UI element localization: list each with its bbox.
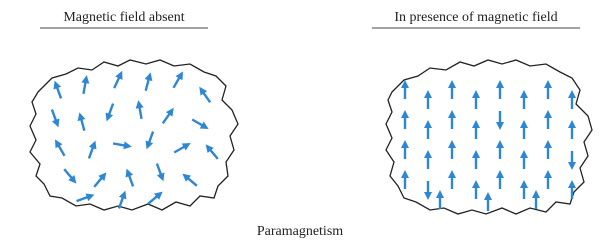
material-outline: [30, 60, 238, 210]
caption: Paramagnetism: [257, 224, 343, 239]
figure: Magnetic field absent In presence of mag…: [0, 0, 604, 241]
panel-title: In presence of magnetic field: [394, 10, 557, 25]
material-outline: [386, 60, 592, 214]
page: {"panels": [{"title": "Magnetic field ab…: [0, 0, 604, 241]
panel-title: Magnetic field absent: [63, 10, 184, 25]
